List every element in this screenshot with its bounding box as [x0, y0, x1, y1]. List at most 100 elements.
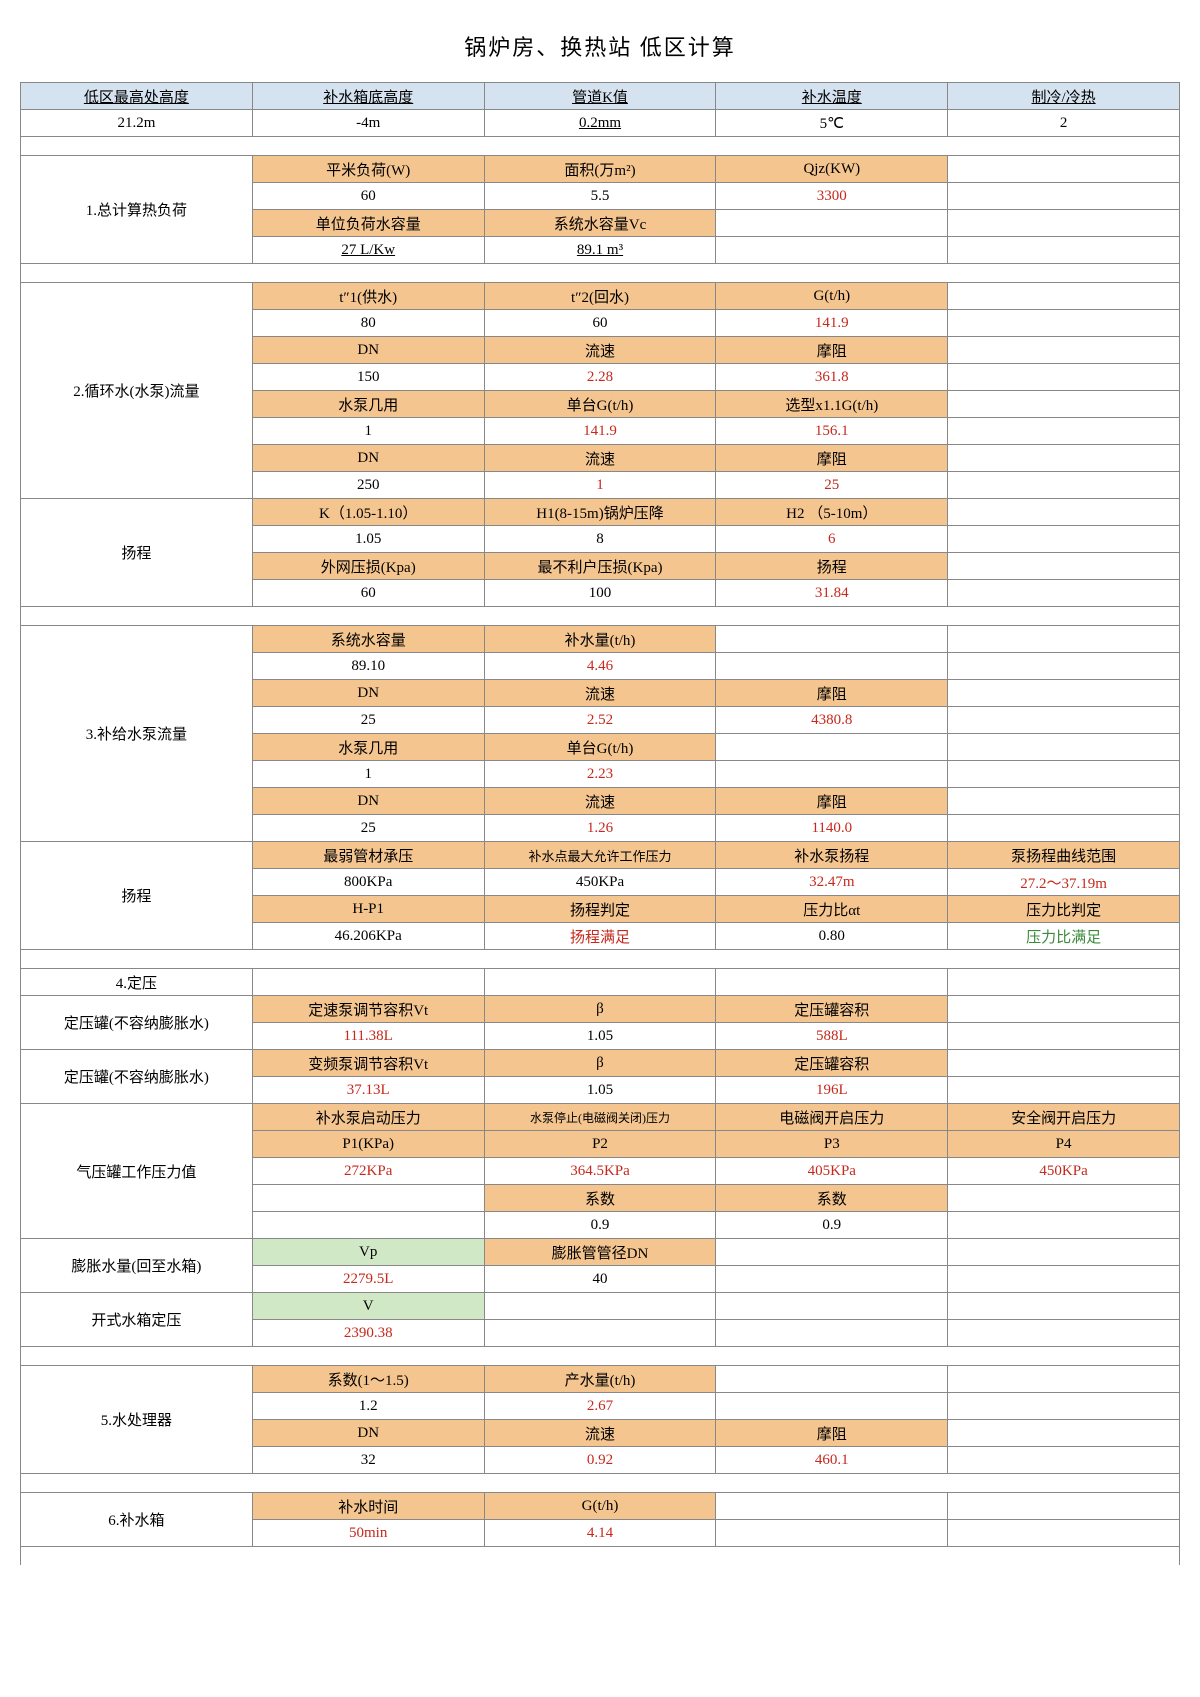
h: 系统水容量 — [252, 626, 484, 653]
v: 1.05 — [252, 526, 484, 553]
h: 摩阻 — [716, 1420, 948, 1447]
th: 管道K值 — [484, 83, 716, 110]
v: 0.92 — [484, 1447, 716, 1474]
h: DN — [252, 445, 484, 472]
th: 低区最高处高度 — [21, 83, 253, 110]
h: P4 — [948, 1131, 1180, 1158]
h: 摩阻 — [716, 788, 948, 815]
v: 27.2～37.19m — [948, 869, 1180, 896]
h: 流速 — [484, 680, 716, 707]
h: 系数 — [716, 1185, 948, 1212]
h: β — [484, 996, 716, 1023]
v: 25 — [716, 472, 948, 499]
h: 补水量(t/h) — [484, 626, 716, 653]
tv: 21.2m — [21, 110, 253, 137]
v: 0.9 — [716, 1212, 948, 1239]
h: 选型x1.1G(t/h) — [716, 391, 948, 418]
v: 361.8 — [716, 364, 948, 391]
h: 摩阻 — [716, 337, 948, 364]
v: 800KPa — [252, 869, 484, 896]
th: 补水温度 — [716, 83, 948, 110]
v: 4.46 — [484, 653, 716, 680]
h: 扬程 — [716, 553, 948, 580]
sec4e-label: 开式水箱定压 — [21, 1293, 253, 1347]
v: 100 — [484, 580, 716, 607]
h: V — [252, 1293, 484, 1320]
v: 196L — [716, 1077, 948, 1104]
v: 450KPa — [948, 1158, 1180, 1185]
v: 156.1 — [716, 418, 948, 445]
page-title: 锅炉房、换热站 低区计算 — [20, 30, 1180, 62]
v: 40 — [484, 1266, 716, 1293]
v: 31.84 — [716, 580, 948, 607]
h: 定压罐容积 — [716, 1050, 948, 1077]
h: P3 — [716, 1131, 948, 1158]
v: 1140.0 — [716, 815, 948, 842]
sec2b-label: 扬程 — [21, 499, 253, 607]
h: H-P1 — [252, 896, 484, 923]
v: 2.28 — [484, 364, 716, 391]
v: 4380.8 — [716, 707, 948, 734]
tv: -4m — [252, 110, 484, 137]
v: 5.5 — [484, 183, 716, 210]
sec2-label: 2.循环水(水泵)流量 — [21, 283, 253, 499]
v: 1 — [484, 472, 716, 499]
h: Qjz(KW) — [716, 156, 948, 183]
h: DN — [252, 788, 484, 815]
v: 1.05 — [484, 1023, 716, 1050]
h: 补水泵启动压力 — [252, 1104, 484, 1131]
v: 27 L/Kw — [252, 237, 484, 264]
v: 250 — [252, 472, 484, 499]
h: 补水泵扬程 — [716, 842, 948, 869]
v: 272KPa — [252, 1158, 484, 1185]
v: 111.38L — [252, 1023, 484, 1050]
sec3-label: 3.补给水泵流量 — [21, 626, 253, 842]
h: G(t/h) — [484, 1493, 716, 1520]
tv: 5℃ — [716, 110, 948, 137]
h: 膨胀管管径DN — [484, 1239, 716, 1266]
h: 系数 — [484, 1185, 716, 1212]
h: 水泵几用 — [252, 391, 484, 418]
tv: 2 — [948, 110, 1180, 137]
v: 405KPa — [716, 1158, 948, 1185]
h: 最弱管材承压 — [252, 842, 484, 869]
tv: 0.2mm — [484, 110, 716, 137]
v: 141.9 — [716, 310, 948, 337]
sec4b-label: 定压罐(不容纳膨胀水) — [21, 1050, 253, 1104]
h: P1(KPa) — [252, 1131, 484, 1158]
h: DN — [252, 680, 484, 707]
h: 系统水容量Vc — [484, 210, 716, 237]
h: 系数(1～1.5) — [252, 1366, 484, 1393]
h: H1(8-15m)锅炉压降 — [484, 499, 716, 526]
v: 32.47m — [716, 869, 948, 896]
v: 450KPa — [484, 869, 716, 896]
v: 25 — [252, 815, 484, 842]
v: 2.67 — [484, 1393, 716, 1420]
h: 水泵停止(电磁阀关闭)压力 — [484, 1104, 716, 1131]
v: 2.23 — [484, 761, 716, 788]
v: 150 — [252, 364, 484, 391]
v: 4.14 — [484, 1520, 716, 1547]
h: 最不利户压损(Kpa) — [484, 553, 716, 580]
h: H2 （5-10m） — [716, 499, 948, 526]
sec4c-label: 气压罐工作压力值 — [21, 1104, 253, 1239]
h: 平米负荷(W) — [252, 156, 484, 183]
v: 141.9 — [484, 418, 716, 445]
v: 60 — [252, 580, 484, 607]
h: 外网压损(Kpa) — [252, 553, 484, 580]
th: 制冷/冷热 — [948, 83, 1180, 110]
h: DN — [252, 1420, 484, 1447]
v: 32 — [252, 1447, 484, 1474]
v: 1.2 — [252, 1393, 484, 1420]
h: 摩阻 — [716, 680, 948, 707]
h: 补水时间 — [252, 1493, 484, 1520]
v: 37.13L — [252, 1077, 484, 1104]
h: 面积(万m²) — [484, 156, 716, 183]
h: 产水量(t/h) — [484, 1366, 716, 1393]
h: K（1.05-1.10） — [252, 499, 484, 526]
h: 变频泵调节容积Vt — [252, 1050, 484, 1077]
sec3b-label: 扬程 — [21, 842, 253, 950]
v: 46.206KPa — [252, 923, 484, 950]
h: 压力比αt — [716, 896, 948, 923]
h: t″2(回水) — [484, 283, 716, 310]
